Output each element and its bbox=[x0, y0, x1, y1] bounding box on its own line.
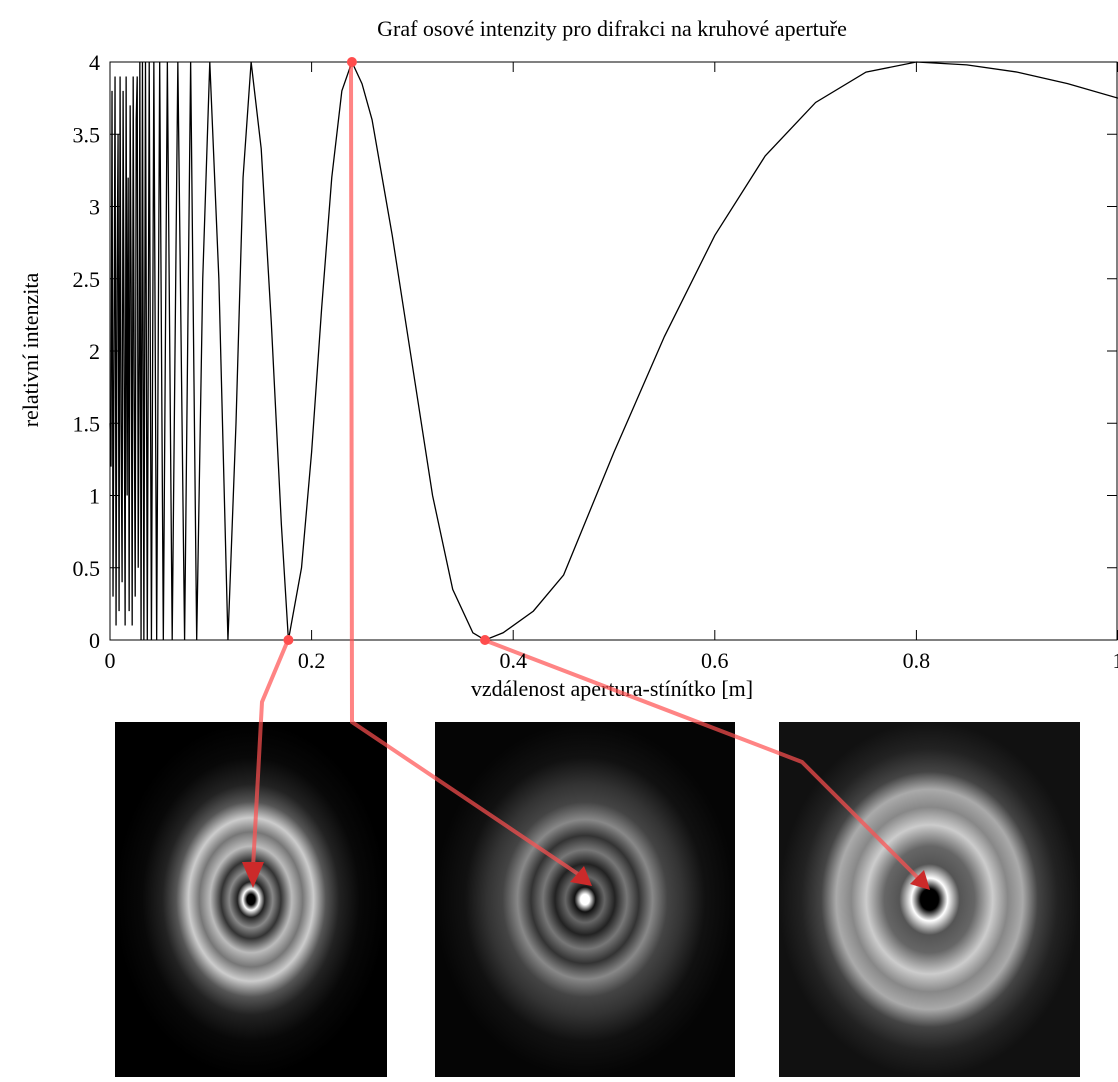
x-tick-label: 0.8 bbox=[903, 648, 931, 673]
y-tick-label: 0 bbox=[89, 628, 100, 653]
pattern-image bbox=[115, 722, 387, 1077]
y-tick-label: 2.5 bbox=[73, 267, 101, 292]
y-tick-label: 0.5 bbox=[73, 556, 101, 581]
y-tick-label: 4 bbox=[89, 50, 100, 75]
line bbox=[110, 62, 1118, 640]
x-tick-label: 0 bbox=[105, 648, 116, 673]
y-tick-label: 3 bbox=[89, 195, 100, 220]
marker bbox=[283, 635, 293, 645]
x-tick-label: 1 bbox=[1113, 648, 1118, 673]
y-tick-label: 3.5 bbox=[73, 122, 101, 147]
x-tick-label: 0.4 bbox=[499, 648, 527, 673]
y-tick-label: 1.5 bbox=[73, 411, 101, 436]
y-axis-label: relativní intenzita bbox=[18, 272, 43, 427]
y-tick-label: 2 bbox=[89, 339, 100, 364]
x-tick-label: 0.2 bbox=[298, 648, 326, 673]
pattern-image bbox=[779, 722, 1080, 1077]
marker bbox=[347, 57, 357, 67]
marker bbox=[480, 635, 490, 645]
pattern-image bbox=[435, 722, 735, 1077]
chart-title: Graf osové intenzity pro difrakci na kru… bbox=[377, 16, 847, 41]
x-tick-label: 0.6 bbox=[701, 648, 729, 673]
y-tick-label: 1 bbox=[89, 484, 100, 509]
